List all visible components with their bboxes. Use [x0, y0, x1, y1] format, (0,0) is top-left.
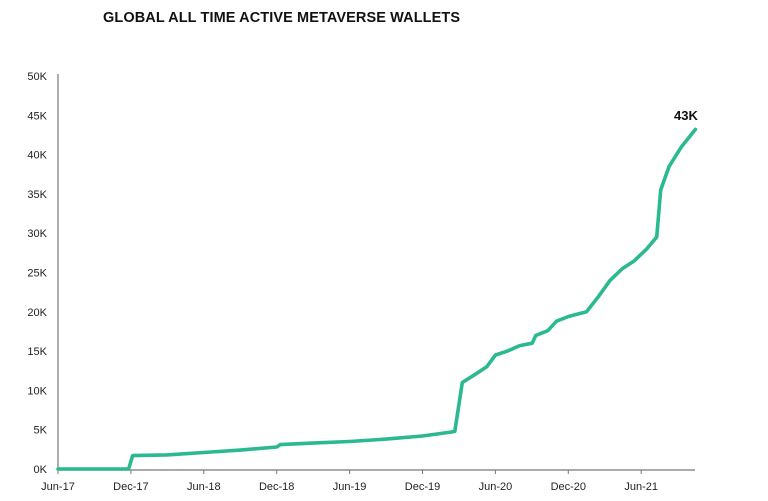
- y-tick-label: 0K: [34, 464, 48, 476]
- y-tick-label: 40K: [27, 150, 47, 162]
- x-tick-label: Dec-20: [551, 481, 586, 493]
- y-tick-label: 50K: [27, 71, 47, 83]
- y-tick-label: 30K: [27, 228, 47, 240]
- x-tick-label: Jun-17: [41, 481, 75, 493]
- x-tick-label: Jun-20: [479, 481, 513, 493]
- x-tick-label: Dec-17: [113, 481, 148, 493]
- y-tick-label: 10K: [27, 385, 47, 397]
- peak-annotation: 43K: [674, 108, 698, 123]
- x-tick-label: Dec-18: [259, 481, 294, 493]
- y-tick-label: 25K: [27, 268, 47, 280]
- series-line: [56, 127, 698, 471]
- x-tick-label: Jun-21: [624, 481, 658, 493]
- y-axis-ticks: 0K 5K 10K 15K 20K 25K 30K 35K 40K 45K 50K: [27, 71, 47, 476]
- x-tick-label: Dec-19: [405, 481, 440, 493]
- x-tick-label: Jun-18: [187, 481, 221, 493]
- y-tick-label: 45K: [27, 110, 47, 122]
- y-tick-label: 20K: [27, 307, 47, 319]
- y-tick-label: 15K: [27, 346, 47, 358]
- x-axis-ticks: Jun-17 Dec-17 Jun-18 Dec-18 Jun-19 Dec-19 Jun-…: [41, 470, 658, 493]
- chart-title: GLOBAL ALL TIME ACTIVE METAVERSE WALLETS: [103, 10, 461, 26]
- y-tick-label: 35K: [27, 189, 47, 201]
- y-tick-label: 5K: [34, 425, 48, 437]
- x-tick-label: Jun-19: [333, 481, 367, 493]
